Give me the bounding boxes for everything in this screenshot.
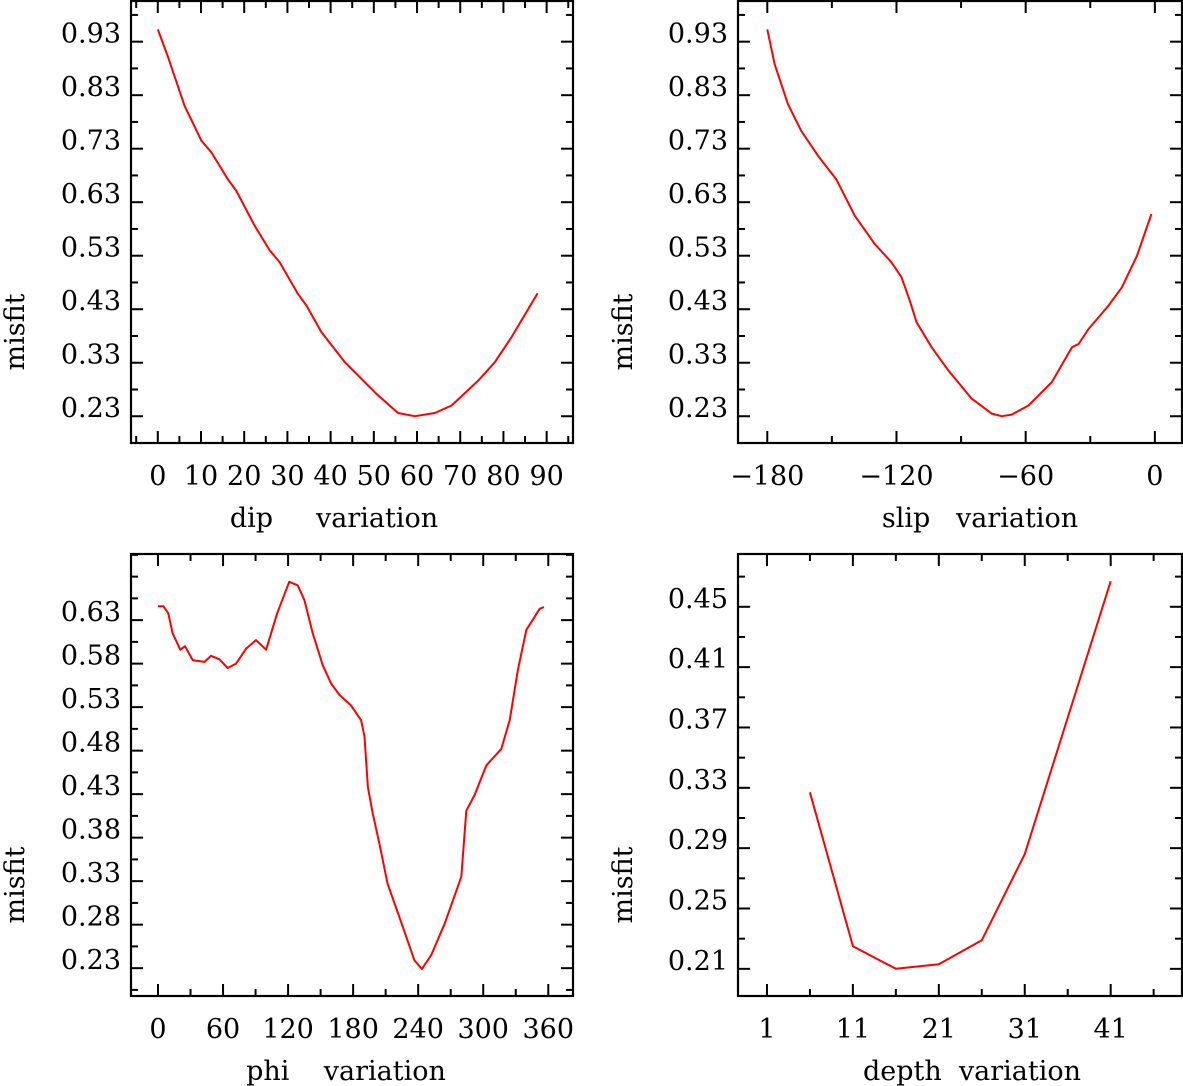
y-tick-label: 0.33 (668, 340, 728, 371)
x-tick-label: 90 (529, 461, 563, 492)
y-axis-title: misfit (608, 846, 639, 923)
y-tick-label: 0.93 (61, 19, 121, 50)
x-tick-label: 0 (149, 461, 166, 492)
y-tick-label: 0.37 (668, 704, 728, 735)
misfit-series-line (808, 580, 1112, 970)
y-tick-label: 0.43 (668, 286, 728, 317)
y-tick-label: 0.83 (61, 72, 121, 103)
x-tick-label: −60 (997, 461, 1054, 492)
misfit-series-line (766, 29, 1153, 418)
x-tick-label: 300 (457, 1014, 509, 1045)
y-tick-label: 0.53 (61, 684, 121, 715)
x-tick-label: 40 (313, 461, 347, 492)
y-tick-label: 0.63 (61, 179, 121, 210)
y-tick-label: 0.48 (61, 728, 121, 759)
y-tick-label: 0.63 (61, 597, 121, 628)
y-tick-label: 0.63 (668, 179, 728, 210)
y-tick-label: 0.38 (61, 815, 121, 846)
x-tick-label: 11 (836, 1014, 870, 1045)
y-tick-label: 0.43 (61, 286, 121, 317)
y-tick-label: 0.73 (668, 126, 728, 157)
y-tick-label: 0.33 (61, 858, 121, 889)
y-tick-label: 0.45 (668, 584, 728, 615)
y-tick-label: 0.23 (61, 393, 121, 424)
x-tick-label: 60 (400, 461, 434, 492)
x-tick-label: 360 (523, 1014, 575, 1045)
x-tick-label: 0 (149, 1014, 166, 1045)
x-tick-label: 1 (758, 1014, 775, 1045)
y-tick-label: 0.43 (61, 771, 121, 802)
y-tick-label: 0.83 (668, 72, 728, 103)
x-tick-label: 120 (262, 1014, 314, 1045)
dip-variation-panel: 0 10 20 30 40 50 60 70 80 90 0.23 0.33 0.43 0.53 0.63 0… (0, 0, 575, 534)
x-tick-label: 180 (327, 1014, 379, 1045)
x-axis-title: slip variation (882, 503, 1078, 534)
x-tick-label: 31 (1008, 1014, 1042, 1045)
slip-variation-panel: −180 −120 −60 0 0.23 0.33 0.43 0.53 0.63 0.73 0.83… (608, 0, 1183, 534)
y-tick-label: 0.23 (61, 945, 121, 976)
plot-frame (129, 552, 575, 998)
x-tick-label: −180 (730, 461, 804, 492)
misfit-series-line (156, 29, 539, 418)
plot-frame (736, 0, 1183, 445)
y-tick-label: 0.93 (668, 19, 728, 50)
misfit-series-line (158, 580, 545, 970)
x-tick-label: 70 (443, 461, 477, 492)
phi-variation-panel: 0 60 120 180 240 300 360 0.23 0.28 0.33 0.38 0.43 0.… (0, 552, 575, 1086)
y-tick-label: 0.53 (61, 233, 121, 264)
x-tick-label: 20 (227, 461, 261, 492)
x-tick-label: 50 (357, 461, 391, 492)
y-axis-title: misfit (0, 293, 31, 370)
y-tick-label: 0.58 (61, 641, 121, 672)
y-tick-label: 0.73 (61, 126, 121, 157)
y-tick-label: 0.21 (668, 946, 728, 977)
y-axis-title: misfit (0, 846, 31, 923)
x-tick-label: 30 (270, 461, 304, 492)
y-tick-label: 0.25 (668, 886, 728, 917)
x-axis-title: depth variation (863, 1056, 1081, 1086)
x-tick-label: −120 (859, 461, 933, 492)
x-tick-label: 0 (1146, 461, 1163, 492)
plot-frame (736, 552, 1183, 998)
x-tick-label: 41 (1093, 1014, 1127, 1045)
y-tick-label: 0.33 (668, 765, 728, 796)
y-tick-label: 0.23 (668, 393, 728, 424)
x-tick-label: 21 (922, 1014, 956, 1045)
x-tick-label: 60 (206, 1014, 240, 1045)
y-tick-label: 0.29 (668, 825, 728, 856)
y-axis-title: misfit (608, 293, 639, 370)
y-tick-label: 0.53 (668, 233, 728, 264)
y-tick-label: 0.41 (668, 644, 728, 675)
x-tick-label: 240 (392, 1014, 444, 1045)
x-axis-title: phi variation (246, 1056, 446, 1086)
x-tick-label: 10 (184, 461, 218, 492)
depth-variation-panel: 1 11 21 31 410.210.250.290.330.370.410.45dep… (608, 552, 1183, 1086)
x-tick-label: 80 (486, 461, 520, 492)
x-axis-title: dip variation (230, 503, 438, 534)
y-tick-label: 0.28 (61, 902, 121, 933)
y-tick-label: 0.33 (61, 340, 121, 371)
plot-frame (129, 0, 575, 445)
